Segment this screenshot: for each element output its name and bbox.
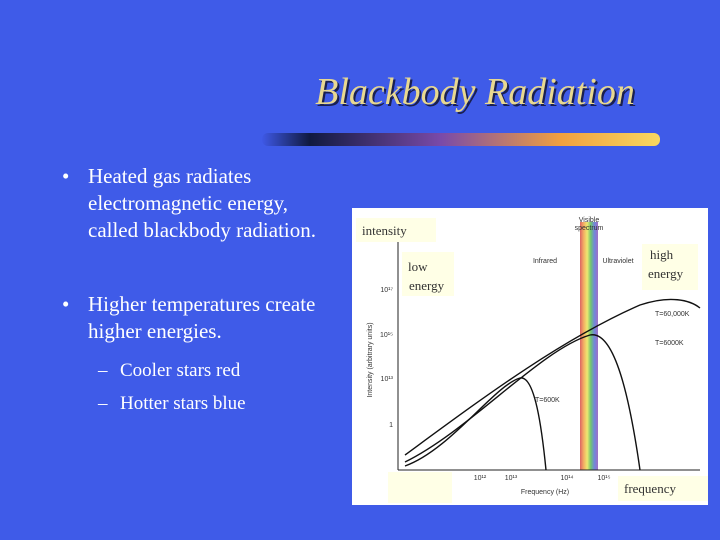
label-box — [642, 244, 698, 290]
x-tick-label: 10¹⁵ — [597, 475, 610, 482]
title-bar — [262, 133, 660, 146]
axis-label: high — [650, 247, 674, 262]
sub-text: Hotter stars blue — [120, 393, 246, 414]
axis-label: energy — [648, 266, 684, 281]
band-label: Visible — [579, 217, 600, 224]
band-label: spectrum — [575, 225, 604, 232]
x-axis-title: Frequency (Hz) — [521, 489, 569, 496]
visible-band — [580, 222, 598, 470]
y-tick-label: 1 — [389, 422, 393, 429]
bullet-dot: • — [62, 292, 69, 316]
curve-cool — [404, 377, 547, 471]
band-label: Ultraviolet — [602, 258, 633, 265]
curve-label: T=6000K — [655, 340, 684, 347]
curve-mid — [404, 334, 641, 471]
axis-label: intensity — [362, 223, 407, 238]
y-tick-label: 10¹⁵ — [380, 332, 393, 339]
bullet-text: called blackbody radiation. — [88, 218, 316, 242]
bullet-text: Heated gas radiates — [88, 164, 251, 188]
y-tick-label: 10¹⁷ — [380, 287, 393, 294]
axis-label: low — [408, 259, 428, 274]
x-tick-label: 10¹³ — [505, 475, 518, 482]
blank-box — [388, 472, 452, 503]
x-tick-label: 10¹⁴ — [560, 475, 573, 482]
label-box — [402, 252, 454, 296]
bullet-dot: • — [62, 164, 69, 188]
curve-hot — [404, 298, 701, 456]
bullets: • Heated gas radiates electromagnetic ener… — [62, 164, 316, 414]
title-shadow: Blackbody Radiation — [317, 73, 637, 115]
band-label: Infrared — [533, 258, 557, 265]
title: Blackbody Radiation — [315, 71, 635, 113]
curve-label: T=600K — [535, 397, 560, 404]
label-box — [618, 476, 708, 501]
sub-dash: – — [97, 393, 108, 414]
x-tick-label: 10¹² — [474, 475, 487, 482]
axis-label: energy — [409, 278, 445, 293]
sub-text: Cooler stars red — [120, 360, 241, 381]
sub-dash: – — [97, 360, 108, 381]
y-axis-title: Intensity (arbitrary units) — [367, 322, 374, 397]
bullet-text: Higher temperatures create — [88, 292, 315, 316]
y-tick-label: 10¹³ — [381, 376, 394, 383]
label-box — [356, 218, 436, 242]
bullet-text: electromagnetic energy, — [88, 191, 288, 215]
curve-label: T=60,000K — [655, 311, 690, 318]
bullet-text: higher energies. — [88, 319, 222, 343]
axis-label: frequency — [624, 481, 676, 496]
